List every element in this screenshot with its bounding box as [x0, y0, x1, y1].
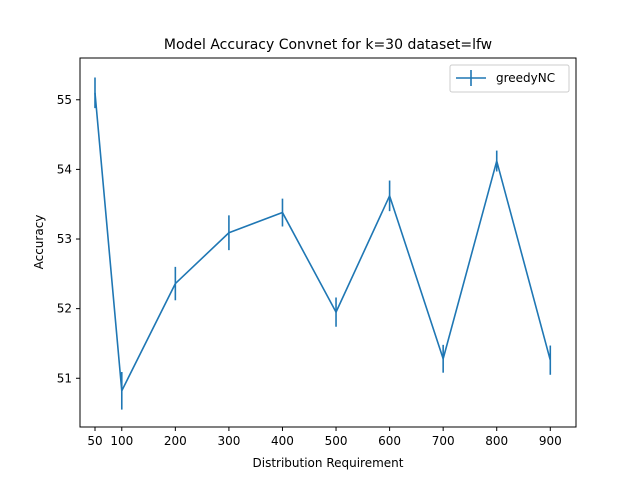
x-tick-label: 400	[271, 434, 294, 448]
axes-frame	[79, 57, 577, 428]
legend: greedyNC	[449, 64, 570, 93]
x-axis-label: Distribution Requirement	[253, 456, 404, 470]
x-tick-label: 700	[432, 434, 455, 448]
series-line-greedync	[94, 92, 552, 392]
y-tick-label: 53	[57, 232, 72, 246]
plot-area	[94, 77, 552, 410]
y-tick-label: 55	[57, 93, 72, 107]
y-axis: 51 52 53 54 55	[57, 93, 80, 385]
x-tick-label: 800	[485, 434, 508, 448]
x-tick-label: 100	[110, 434, 133, 448]
legend-box	[449, 64, 570, 93]
x-tick-label: 200	[164, 434, 187, 448]
y-tick-label: 51	[57, 371, 72, 385]
chart-title: Model Accuracy Convnet for k=30 dataset=…	[164, 37, 492, 53]
x-tick-label: 600	[378, 434, 401, 448]
legend-entry-greedync: greedyNC	[496, 71, 555, 85]
x-tick-label: 500	[325, 434, 348, 448]
y-axis-label: Accuracy	[32, 215, 46, 270]
y-tick-label: 52	[57, 302, 72, 316]
x-tick-label: 50	[87, 434, 102, 448]
x-axis: 50 100 200 300 400 500 600 700 800 900	[87, 427, 562, 448]
x-tick-label: 900	[539, 434, 562, 448]
x-tick-label: 300	[217, 434, 240, 448]
y-tick-label: 54	[57, 162, 72, 176]
